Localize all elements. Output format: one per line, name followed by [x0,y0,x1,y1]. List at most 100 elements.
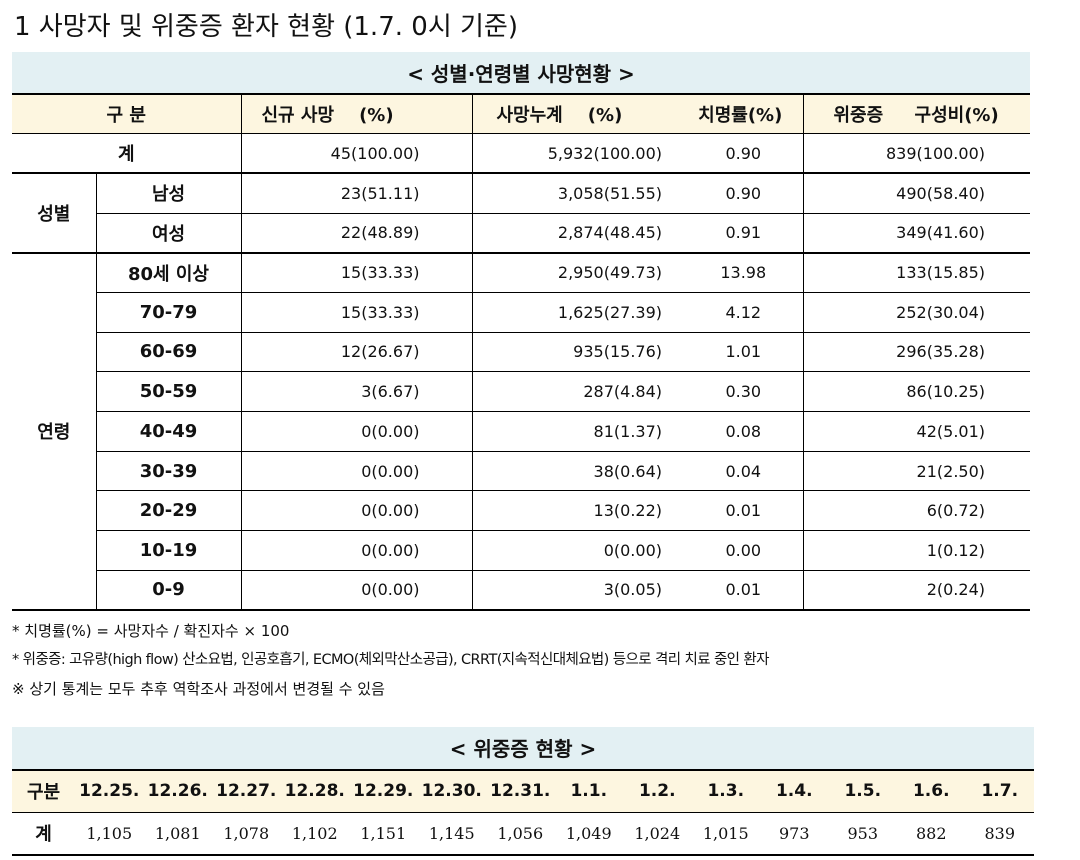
data-cell: 287(4.84) [472,371,690,412]
row-label: 30-39 [96,451,241,492]
data-cell: 1,151 [349,812,418,856]
data-cell: 0(0.00) [240,411,473,452]
data-cell: 22(48.89) [240,213,473,254]
date-header: 12.26. [143,768,212,813]
data-cell: 1,625(27.39) [472,292,690,333]
row-label: 여성 [96,213,241,254]
row-label: 계 [12,133,241,175]
data-cell: 0.30 [690,371,803,412]
date-header: 12.29. [349,768,418,813]
data-cell: 0(0.00) [240,451,473,492]
data-cell: 953 [828,812,897,856]
row-label: 20-29 [96,490,241,532]
data-row: 계 1,105 1,081 1,078 1,102 1,151 1,145 1,056 1,04… [12,812,1034,856]
data-cell: 1,081 [143,812,212,856]
data-cell: 0(0.00) [240,530,473,571]
date-header: 12.30. [417,768,486,813]
caption-row: < 위중증 현황 > [12,727,1034,770]
row-label: 60-69 [96,332,241,373]
data-cell: 0(0.00) [472,530,690,571]
data-cell: 882 [897,812,966,856]
data-cell: 1,024 [623,812,692,856]
data-cell: 5,932(100.00) [472,133,690,175]
data-cell: 1,102 [280,812,349,856]
data-cell: 973 [760,812,829,856]
data-cell: 0.01 [690,570,803,611]
data-cell: 3,058(51.55) [472,173,690,214]
date-header: 1.2. [623,768,692,813]
data-cell: 0.91 [690,213,803,254]
column-header: 위중증 구성비(%) [802,93,1030,135]
data-cell: 0.01 [690,490,803,532]
table-caption: < 위중증 현황 > [12,727,1034,770]
data-row: 여성 22(48.89) 2,874(48.45) 0.91 349(41.60) [12,213,1030,254]
data-cell: 12(26.67) [240,332,473,373]
death-table: < 성별·연령별 사망현황 > 구 분 신규 사망 (%) 사망누계 (%) 치명률(%… [12,52,1030,611]
data-cell: 1,078 [212,812,281,856]
date-header: 12.27. [212,768,281,813]
data-cell: 935(15.76) [472,332,690,373]
group-label: 성별 [12,173,97,254]
data-cell: 3(6.67) [240,371,473,412]
date-header: 1.3. [691,768,760,813]
data-row: 10-19 0(0.00) 0(0.00) 0.00 1(0.12) [12,530,1030,571]
data-cell: 0.90 [690,133,803,175]
data-cell: 490(58.40) [802,173,1030,214]
data-cell: 296(35.28) [802,332,1030,373]
data-cell: 45(100.00) [240,133,473,175]
note: ※ 상기 통계는 모두 추후 역학조사 과정에서 변경될 수 있음 [12,680,385,698]
data-cell: 252(30.04) [802,292,1030,333]
data-cell: 23(51.11) [240,173,473,214]
data-cell: 15(33.33) [240,252,473,293]
header-row: 구분 12.25. 12.26. 12.27. 12.28. 12.29. 12.30. 12… [12,768,1034,813]
caption-row: < 성별·연령별 사망현황 > [12,52,1030,94]
data-cell: 2,874(48.45) [472,213,690,254]
data-cell: 0.08 [690,411,803,452]
column-header: 치명률(%) [690,93,803,135]
row-label: 10-19 [96,530,241,571]
data-cell: 1.01 [690,332,803,373]
data-row: 60-69 12(26.67) 935(15.76) 1.01 296(35.28) [12,332,1030,373]
data-cell: 1,015 [691,812,760,856]
date-header: 12.25. [75,768,144,813]
data-cell: 1(0.12) [802,530,1030,571]
row-label: 계 [12,812,75,856]
date-header: 1.4. [760,768,829,813]
data-cell: 839 [965,812,1034,856]
data-cell: 2,950(49.73) [472,252,690,293]
data-row: 0-9 0(0.00) 3(0.05) 0.01 2(0.24) [12,570,1030,611]
data-cell: 0(0.00) [240,570,473,611]
note: * 위중증: 고유량(high flow) 산소요법, 인공호흡기, ECMO(… [12,652,770,668]
date-header: 12.31. [486,768,555,813]
date-header: 1.7. [965,768,1034,813]
data-cell: 38(0.64) [472,451,690,492]
data-cell: 4.12 [690,292,803,333]
row-label: 0-9 [96,570,241,611]
column-header: 사망누계 (%) [472,93,690,135]
note: * 치명률(%) = 사망자수 / 확진자수 × 100 [12,622,290,640]
data-cell: 15(33.33) [240,292,473,333]
data-row: 50-59 3(6.67) 287(4.84) 0.30 86(10.25) [12,371,1030,412]
data-cell: 349(41.60) [802,213,1030,254]
data-cell: 133(15.85) [802,252,1030,293]
row-label: 40-49 [96,411,241,452]
data-cell: 2(0.24) [802,570,1030,611]
page-title: 1 사망자 및 위중증 환자 현황 (1.7. 0시 기준) [14,12,518,42]
row-label: 70-79 [96,292,241,333]
data-cell: 86(10.25) [802,371,1030,412]
data-cell: 3(0.05) [472,570,690,611]
row-label: 50-59 [96,371,241,412]
date-header: 1.6. [897,768,966,813]
total-row: 계 45(100.00) 5,932(100.00) 0.90 839(100.00) [12,133,1030,175]
data-cell: 839(100.00) [802,133,1030,175]
data-row: 40-49 0(0.00) 81(1.37) 0.08 42(5.01) [12,411,1030,452]
data-row: 연령 80세 이상 15(33.33) 2,950(49.73) 13.98 133(15… [12,252,1030,611]
data-cell: 0(0.00) [240,490,473,532]
date-header: 1.5. [828,768,897,813]
data-cell: 21(2.50) [802,451,1030,492]
data-cell: 13.98 [690,252,803,293]
table-caption: < 성별·연령별 사망현황 > [12,52,1030,94]
data-row: 70-79 15(33.33) 1,625(27.39) 4.12 252(30.04) [12,292,1030,333]
data-cell: 81(1.37) [472,411,690,452]
